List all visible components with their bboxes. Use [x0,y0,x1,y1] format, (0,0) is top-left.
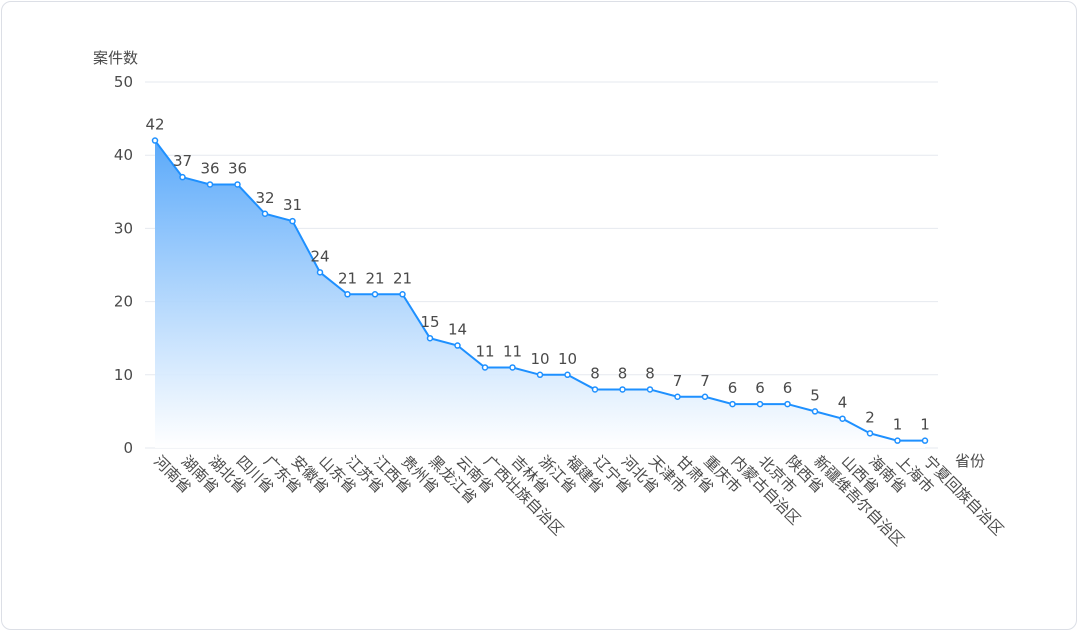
data-label: 6 [728,379,738,397]
data-point [454,342,461,349]
data-label: 15 [420,313,439,331]
x-axis-title: 省份 [955,452,985,470]
data-label: 31 [283,196,302,214]
data-point [729,400,736,408]
data-label: 8 [590,364,600,382]
data-label: 8 [645,364,655,382]
y-tick-label: 50 [114,73,133,91]
data-label: 8 [618,364,628,382]
data-label: 10 [558,350,577,368]
data-point [921,437,929,444]
data-point [866,430,874,437]
data-point [316,269,324,276]
series-points [151,137,929,444]
y-tick-label: 40 [114,146,133,164]
data-point [426,334,434,342]
data-point [784,400,791,408]
data-point [674,393,681,401]
data-label: 7 [673,372,683,390]
data-point [344,291,351,298]
y-axis-ticks: 0 10 20 30 40 50 [114,73,133,457]
data-label: 6 [755,379,765,397]
data-label: 11 [503,342,522,360]
data-point [151,137,159,144]
data-label: 37 [173,152,192,170]
data-point [646,386,654,393]
y-tick-label: 10 [114,366,133,384]
data-point [481,364,489,371]
data-point [536,371,544,379]
data-point [179,173,186,181]
data-label: 14 [448,321,467,339]
data-label: 6 [783,379,793,397]
data-point [289,217,296,225]
data-label: 5 [810,386,820,404]
data-label: 42 [145,116,164,134]
y-tick-label: 0 [123,439,133,457]
data-point [811,408,819,415]
data-point [619,386,626,393]
data-point [894,437,901,444]
y-tick-label: 20 [114,293,133,311]
data-label: 21 [393,269,412,287]
data-point [261,210,269,218]
data-point [371,291,379,298]
data-label: 1 [893,416,903,434]
data-point [509,364,516,371]
area-fill [155,140,925,448]
data-label: 21 [365,269,384,287]
data-label: 10 [530,350,549,368]
data-point [564,371,571,379]
data-label: 36 [200,159,219,177]
data-label: 11 [475,342,494,360]
data-point [701,393,709,401]
data-label: 7 [700,372,710,390]
data-label: 1 [920,416,930,434]
data-label: 24 [310,247,329,265]
data-point [839,415,846,422]
data-label: 4 [838,394,848,412]
data-label: 21 [338,269,357,287]
data-point [234,181,241,188]
data-label: 36 [228,159,247,177]
y-axis-title: 案件数 [93,49,138,67]
data-label: 32 [255,189,274,207]
data-point [591,386,599,393]
data-label: 2 [865,408,875,426]
x-axis-ticks: 河南省湖南省湖北省四川省广东省安徽省山东省江苏省江西省贵州省黑龙江省云南省广西壮… [150,452,1007,550]
data-point [206,181,214,188]
data-point [756,400,764,408]
data-point [399,291,406,298]
y-tick-label: 30 [114,219,133,237]
